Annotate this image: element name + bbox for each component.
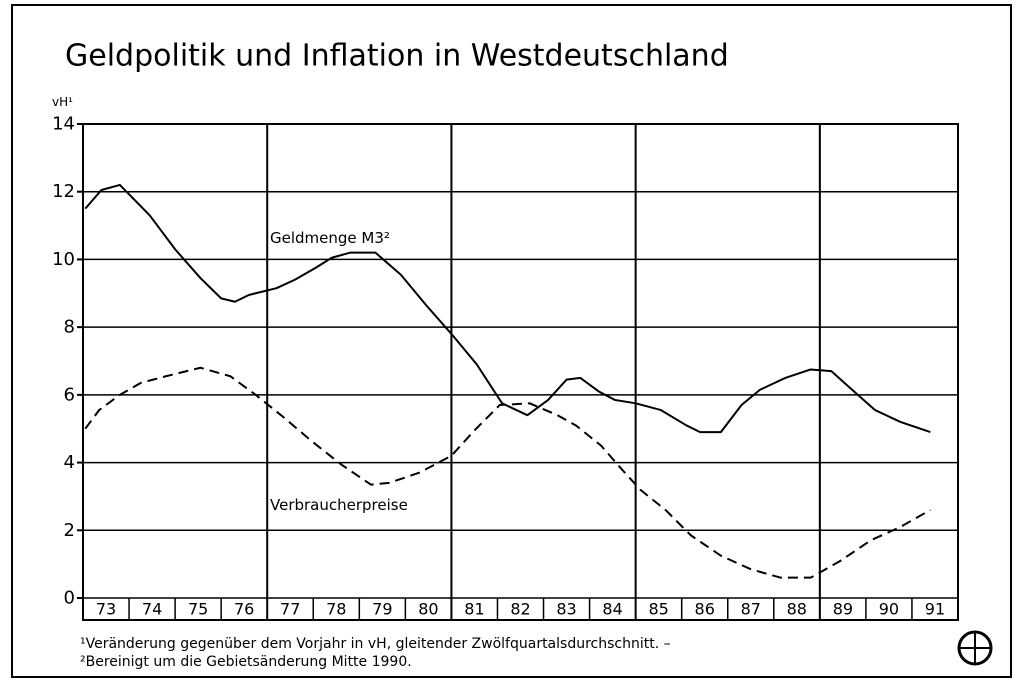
x-tick-label: 76 xyxy=(234,600,254,619)
y-axis-label: vH¹ xyxy=(52,95,73,109)
y-tick-label: 12 xyxy=(52,181,75,202)
x-tick-label: 84 xyxy=(602,600,622,619)
footnote: ¹Veränderung gegenüber dem Vorjahr in vH… xyxy=(80,636,671,652)
x-tick-label: 83 xyxy=(556,600,576,619)
series-label: Verbraucherpreise xyxy=(270,496,408,514)
y-tick-label: 4 xyxy=(64,452,75,473)
series-line xyxy=(84,183,931,434)
frame xyxy=(11,4,1012,678)
y-tick-label: 8 xyxy=(64,317,75,338)
chart-title: Geldpolitik und Inflation in Westdeutsch… xyxy=(65,39,729,74)
x-tick-label: 80 xyxy=(418,600,438,619)
x-tick-label: 89 xyxy=(833,600,853,619)
x-tick-label: 82 xyxy=(510,600,530,619)
x-tick-label: 78 xyxy=(326,600,346,619)
x-tick-label: 86 xyxy=(695,600,715,619)
y-tick-label: 2 xyxy=(64,520,75,541)
x-tick-label: 81 xyxy=(464,600,484,619)
x-tick-label: 77 xyxy=(280,600,300,619)
logo xyxy=(957,630,993,666)
x-tick-label: 75 xyxy=(188,600,208,619)
x-tick-label: 73 xyxy=(96,600,116,619)
x-tick-label: 91 xyxy=(925,600,945,619)
x-tick-label: 90 xyxy=(879,600,899,619)
x-tick-label: 79 xyxy=(372,600,392,619)
x-tick-label: 87 xyxy=(741,600,761,619)
x-tick-label: 88 xyxy=(787,600,807,619)
y-tick-label: 0 xyxy=(64,588,75,609)
x-tick-label: 85 xyxy=(648,600,668,619)
series-label: Geldmenge M3² xyxy=(270,229,390,247)
y-tick-label: 14 xyxy=(52,114,75,135)
y-tick-label: 10 xyxy=(52,249,75,270)
footnote: ²Bereinigt um die Gebietsänderung Mitte … xyxy=(80,654,412,670)
x-tick-label: 74 xyxy=(142,600,162,619)
series-line xyxy=(84,366,931,579)
y-tick-label: 6 xyxy=(64,384,75,405)
